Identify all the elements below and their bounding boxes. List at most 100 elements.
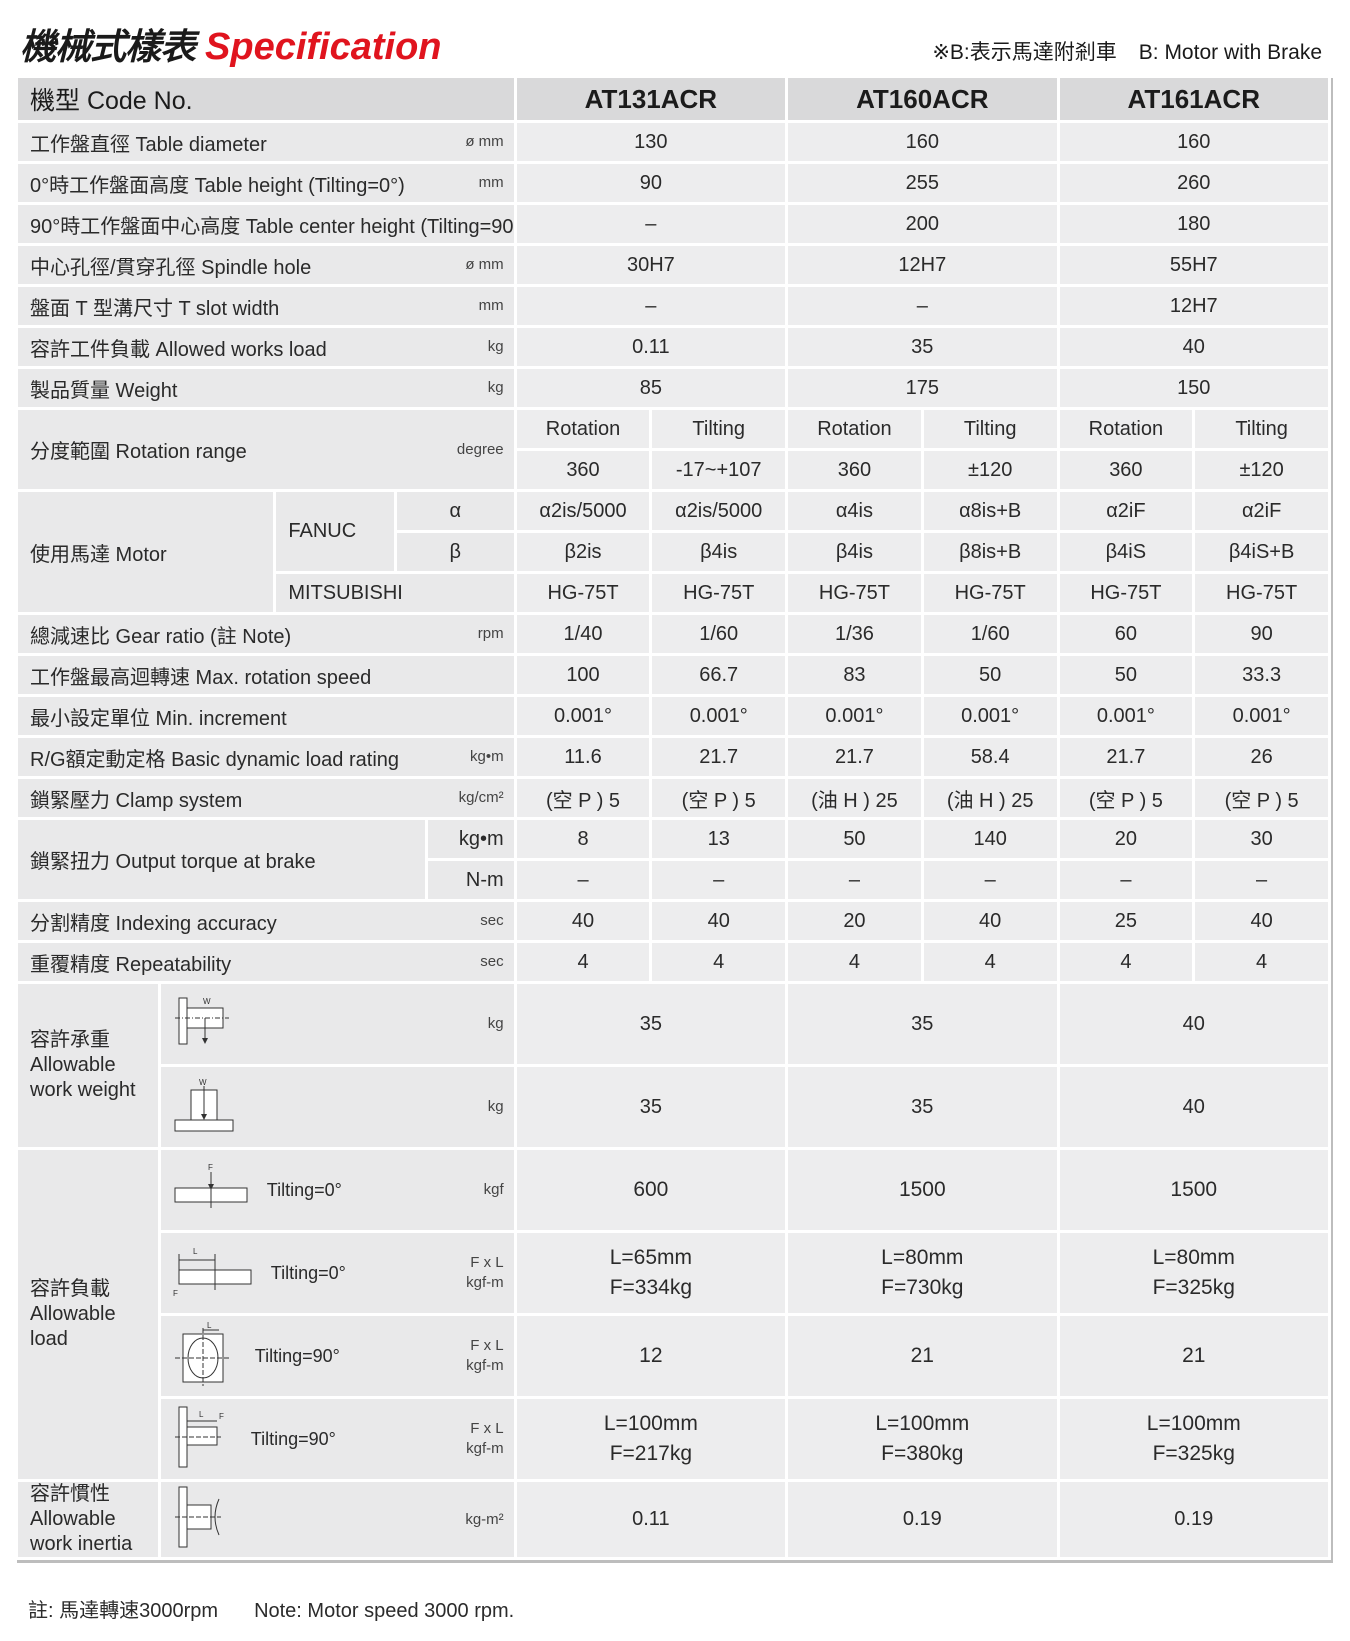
value-cell: 200 [788,205,1057,243]
table-row: 工作盤最高迴轉速 Max. rotation speed 100 66.7 83 50 5… [18,656,1328,694]
row-label: 重覆精度 Repeatability [30,953,232,976]
vertical-load-diagram-icon: W [173,1076,235,1138]
value-cell: 0.19 [1059,1482,1328,1557]
row-label-wrap: 90°時工作盤面中心高度 Table center height (Tiltin… [30,210,514,239]
row-label-cell: 容許工件負載 Allowed works load kg [18,328,514,366]
model-header: AT160ACR [788,78,1057,120]
group-label: 容許承重 Allowable work weight [18,984,158,1147]
value-cell: 160 [1059,123,1328,161]
row-label: 分度範圍 Rotation range [30,441,247,463]
value-cell: 20 [1059,820,1193,858]
table-row: 90°時工作盤面中心高度 Table center height (Tiltin… [18,205,1328,243]
value-cell: β4iS [1059,533,1193,571]
group-label-line: work inertia [30,1533,133,1555]
unit-line: kgf-m [466,1440,504,1457]
table-row: R/G額定動定格 Basic dynamic load rating kg•m 11… [18,738,1328,776]
row-label-cell: R/G額定動定格 Basic dynamic load rating kg•m [18,738,514,776]
diagram-cell: L Tilting=90° F x L kgf-m [160,1316,514,1396]
unit-label: kg-m² [465,1510,503,1530]
value-cell: 40 [652,902,786,940]
value-cell: 30 [1195,820,1328,858]
row-label-wrap: 工作盤最高迴轉速 Max. rotation speed [30,661,514,690]
value-line: L=65mm [609,1246,692,1269]
row-label-cell: 中心孔徑/貫穿孔徑 Spindle hole ø mm [18,246,514,284]
row-label: 0°時工作盤面高度 Table height (Tilting=0°) [30,174,405,197]
value-line: 600 [633,1178,669,1201]
tilting-condition: Tilting=0° [270,1262,346,1283]
unit-label: degree [456,440,504,458]
unit-line: kgf [483,1181,504,1198]
value-cell: β4is [652,533,786,571]
row-label-wrap: 中心孔徑/貫穿孔徑 Spindle hole ø mm [30,251,514,280]
table-row: 鎖緊扭力 Output torque at brake kg•m 8 13 50 140 2… [18,820,1328,899]
row-label-wrap: 總減速比 Gear ratio (註 Note) rpm [30,620,514,649]
row-label-cell: 90°時工作盤面中心高度 Table center height (Tiltin… [18,205,514,243]
row-label-cell: 重覆精度 Repeatability sec [18,943,514,981]
value-cell: 50 [923,656,1057,694]
value-cell: 260 [1059,164,1328,202]
value-cell: 35 [788,328,1057,366]
value-line: 21 [910,1344,934,1367]
value-cell: 12H7 [788,246,1057,284]
axial-force-diagram-icon: F [173,1162,249,1218]
value-cell: β8is+B [923,533,1057,571]
mitsubishi-label: MITSUBISHI [276,574,514,612]
unit-label: kg [488,1097,504,1117]
value-cell: 90 [1195,615,1328,653]
row-label-wrap: 分度範圍 Rotation range degree [30,435,514,464]
unit-label: kg [487,379,504,396]
value-cell: 21 [788,1316,1057,1396]
diagram-wrap: kg-m² [161,1485,514,1555]
value-cell: 26 [1195,738,1328,776]
value-cell: 0.001° [1195,697,1328,735]
unit-label: kg [488,1014,504,1034]
axis-header: Rotation [788,410,921,448]
value-cell: 40 [1059,1067,1328,1147]
group-label-line: work weight [30,1079,136,1101]
row-label-wrap: 分割精度 Indexing accuracy sec [30,907,514,936]
value-cell: – [923,861,1057,899]
row-label-cell: 製品質量 Weight kg [18,369,514,407]
unit-label: N-m [428,861,514,899]
row-label-wrap: 重覆精度 Repeatability sec [30,948,514,977]
value-cell: HG-75T [788,574,921,612]
fanuc-label: FANUC [276,492,394,571]
row-label-wrap: 工作盤直徑 Table diameter ø mm [30,128,514,157]
value-cell: – [1059,861,1193,899]
value-cell: 1/60 [923,615,1057,653]
value-cell: (空 P ) 5 [1059,779,1193,817]
table-row: 容許負載 Allowable load F Tilting=0° kgf 600 1500 15… [18,1150,1328,1479]
value-line: L=100mm [875,1412,970,1435]
unit-label: mm [478,297,504,314]
row-label-cell: 工作盤最高迴轉速 Max. rotation speed [18,656,514,694]
value-cell: (空 P ) 5 [1195,779,1328,817]
row-label: R/G額定動定格 Basic dynamic load rating [30,748,400,771]
group-label-line: Allowable [30,1303,116,1325]
value-cell: 4 [923,943,1057,981]
value-line: L=80mm [881,1246,964,1269]
value-cell: L=80mm F=730kg [788,1233,1057,1313]
value-cell: 130 [516,123,786,161]
value-cell: L=80mm F=325kg [1059,1233,1328,1313]
tilting-condition: Tilting=90° [250,1428,336,1449]
value-cell: β4is [788,533,921,571]
torque-label: 鎖緊扭力 Output torque at brake [18,820,426,899]
value-cell: 40 [1059,984,1328,1064]
value-line: F=325kg [1152,1442,1235,1465]
row-label-wrap: 0°時工作盤面高度 Table height (Tilting=0°) mm [30,169,514,198]
value-cell: L=100mm F=380kg [788,1399,1057,1479]
value-cell: 0.001° [652,697,786,735]
value-cell: 25 [1059,902,1193,940]
value-cell: 4 [1195,943,1328,981]
page-title: 機械式樣表 Specification [20,18,442,70]
value-line: F=334kg [609,1276,693,1299]
value-line: 21 [1182,1344,1206,1367]
unit-label: F x L kgf-m [466,1253,504,1293]
value-cell: 140 [923,820,1057,858]
row-label-cell: 鎖緊壓力 Clamp system kg/cm² [18,779,514,817]
row-label-cell: 最小設定單位 Min. increment [18,697,514,735]
